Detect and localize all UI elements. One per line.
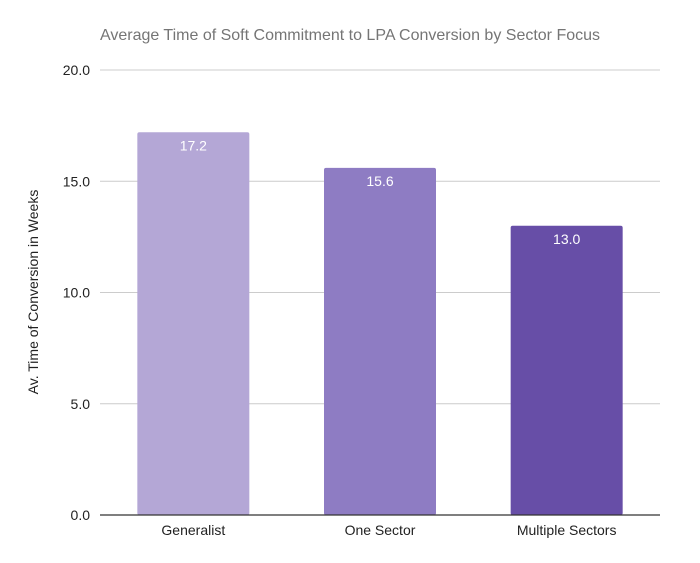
y-tick-label: 20.0: [63, 62, 90, 78]
bar[interactable]: [510, 225, 623, 515]
y-tick-label: 0.0: [71, 507, 91, 523]
data-label: 17.2: [180, 137, 207, 153]
axes: 0.0 5.0 10.0 15.0 20.0 Generalist One Sector Mu…: [63, 62, 660, 538]
x-tick-label: Generalist: [161, 522, 225, 538]
chart-title: Average Time of Soft Commitment to LPA C…: [100, 27, 600, 44]
y-axis-label: Av. Time of Conversion in Weeks: [25, 190, 41, 395]
data-label: 13.0: [553, 231, 580, 247]
bars: [137, 132, 623, 516]
y-tick-label: 5.0: [71, 396, 91, 412]
bar[interactable]: [324, 167, 436, 515]
y-tick-label: 10.0: [63, 285, 90, 301]
data-labels: 17.2 15.6 13.0: [180, 137, 581, 246]
x-tick-label: Multiple Sectors: [517, 522, 617, 538]
data-label: 15.6: [366, 173, 393, 189]
bar[interactable]: [137, 132, 250, 516]
y-tick-label: 15.0: [63, 173, 90, 189]
x-tick-label: One Sector: [345, 522, 416, 538]
